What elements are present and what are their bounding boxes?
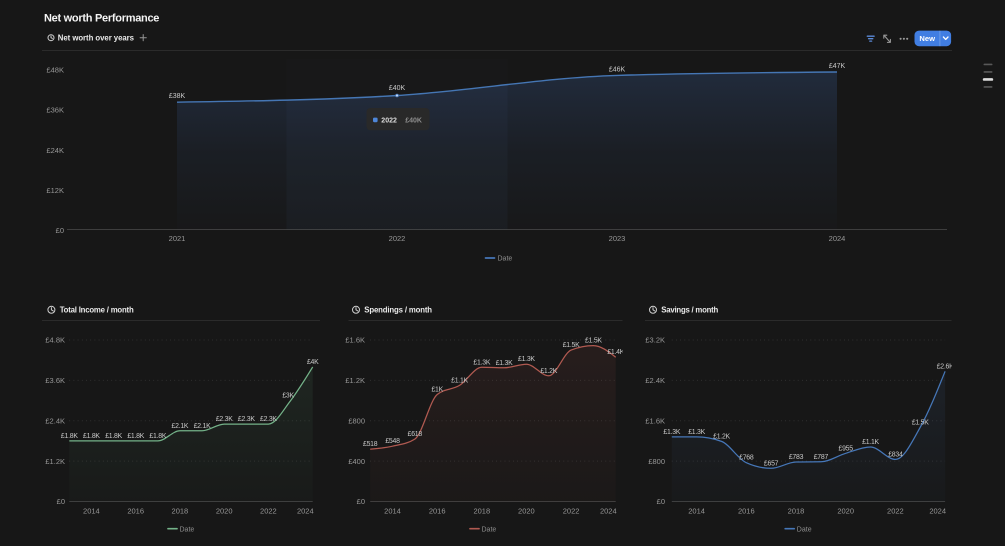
svg-text:£1.1K: £1.1K — [451, 377, 468, 384]
svg-text:2022: 2022 — [563, 506, 580, 515]
svg-text:£40K: £40K — [405, 117, 422, 124]
svg-text:£2.6K: £2.6K — [937, 363, 954, 370]
svg-text:£1.6K: £1.6K — [645, 416, 665, 425]
svg-text:£1.4K: £1.4K — [607, 349, 624, 356]
svg-text:Date: Date — [498, 256, 513, 263]
svg-text:2014: 2014 — [384, 506, 401, 515]
svg-text:£48K: £48K — [46, 65, 64, 74]
svg-text:£1.8K: £1.8K — [127, 433, 144, 440]
svg-text:2022: 2022 — [887, 506, 904, 515]
svg-text:£40K: £40K — [389, 85, 406, 92]
svg-text:£783: £783 — [789, 454, 804, 461]
svg-text:£618: £618 — [408, 431, 423, 438]
svg-text:£4K: £4K — [307, 359, 319, 366]
svg-text:Date: Date — [482, 526, 497, 533]
svg-text:£2.1K: £2.1K — [172, 423, 189, 430]
svg-text:£768: £768 — [739, 455, 754, 462]
svg-text:£1.6K: £1.6K — [345, 336, 365, 345]
svg-text:2016: 2016 — [429, 506, 446, 515]
svg-text:£0: £0 — [56, 226, 64, 235]
svg-text:2022: 2022 — [260, 506, 277, 515]
svg-text:2018: 2018 — [172, 506, 189, 515]
svg-text:2024: 2024 — [297, 506, 314, 515]
svg-text:£2.1K: £2.1K — [194, 423, 211, 430]
svg-text:£1.2K: £1.2K — [45, 457, 65, 466]
svg-text:£2.4K: £2.4K — [645, 376, 665, 385]
svg-text:£0: £0 — [57, 497, 65, 506]
svg-text:New: New — [919, 34, 935, 43]
svg-text:£548: £548 — [385, 438, 400, 445]
svg-text:£1.8K: £1.8K — [61, 433, 78, 440]
svg-text:2018: 2018 — [473, 506, 490, 515]
svg-text:2020: 2020 — [518, 506, 535, 515]
svg-text:2020: 2020 — [837, 506, 854, 515]
svg-text:2022: 2022 — [389, 234, 406, 243]
svg-text:£1.2K: £1.2K — [540, 368, 557, 375]
svg-text:2014: 2014 — [688, 506, 705, 515]
svg-text:£4.8K: £4.8K — [45, 336, 65, 345]
svg-text:£2.4K: £2.4K — [45, 416, 65, 425]
svg-text:£2.3K: £2.3K — [260, 416, 277, 423]
svg-text:2021: 2021 — [169, 234, 186, 243]
svg-text:2023: 2023 — [609, 234, 626, 243]
svg-text:Date: Date — [180, 526, 195, 533]
svg-text:2024: 2024 — [600, 506, 617, 515]
svg-text:£1.8K: £1.8K — [149, 433, 166, 440]
svg-text:2016: 2016 — [738, 506, 755, 515]
svg-text:£0: £0 — [657, 497, 665, 506]
svg-text:£2.3K: £2.3K — [238, 416, 255, 423]
svg-text:£24K: £24K — [46, 146, 64, 155]
svg-text:£1.3K: £1.3K — [473, 359, 490, 366]
svg-text:2020: 2020 — [216, 506, 233, 515]
svg-text:£1.5K: £1.5K — [585, 338, 602, 345]
svg-text:£834: £834 — [888, 451, 903, 458]
svg-text:£955: £955 — [839, 445, 854, 452]
svg-text:£1.5K: £1.5K — [912, 419, 929, 426]
svg-text:£1K: £1K — [431, 387, 443, 394]
svg-text:£1.8K: £1.8K — [83, 433, 100, 440]
svg-text:£1.5K: £1.5K — [563, 342, 580, 349]
svg-text:£657: £657 — [764, 460, 779, 467]
svg-text:£1.3K: £1.3K — [688, 429, 705, 436]
svg-text:Date: Date — [797, 526, 812, 533]
svg-text:£800: £800 — [648, 457, 665, 466]
svg-text:£518: £518 — [363, 441, 378, 448]
svg-text:£1.3K: £1.3K — [496, 360, 513, 367]
svg-text:£400: £400 — [348, 457, 365, 466]
svg-text:Net worth Performance: Net worth Performance — [44, 13, 159, 25]
svg-text:£1.8K: £1.8K — [105, 433, 122, 440]
svg-text:2014: 2014 — [83, 506, 100, 515]
svg-text:£1.1K: £1.1K — [862, 439, 879, 446]
svg-text:£36K: £36K — [46, 106, 64, 115]
svg-text:2024: 2024 — [929, 506, 946, 515]
svg-text:£3.6K: £3.6K — [45, 376, 65, 385]
svg-text:2016: 2016 — [127, 506, 144, 515]
svg-text:£0: £0 — [357, 497, 365, 506]
svg-text:Total Income / month: Total Income / month — [60, 305, 134, 314]
svg-text:£800: £800 — [348, 416, 365, 425]
svg-text:£3K: £3K — [282, 393, 294, 400]
svg-text:2024: 2024 — [829, 234, 846, 243]
svg-text:£1.3K: £1.3K — [663, 429, 680, 436]
svg-text:£1.2K: £1.2K — [345, 376, 365, 385]
svg-text:£46K: £46K — [609, 66, 626, 73]
svg-text:£787: £787 — [814, 454, 829, 461]
svg-text:2022: 2022 — [381, 117, 397, 124]
svg-text:£1.3K: £1.3K — [518, 356, 535, 363]
svg-text:2018: 2018 — [788, 506, 805, 515]
svg-text:£47K: £47K — [829, 63, 846, 70]
svg-text:£38K: £38K — [169, 93, 186, 100]
svg-text:Spendings / month: Spendings / month — [364, 305, 432, 314]
svg-text:£3.2K: £3.2K — [645, 336, 665, 345]
svg-text:£2.3K: £2.3K — [216, 416, 233, 423]
svg-text:Net worth over years: Net worth over years — [58, 33, 135, 42]
svg-text:£12K: £12K — [46, 186, 64, 195]
svg-text:£1.2K: £1.2K — [713, 433, 730, 440]
svg-text:Savings / month: Savings / month — [661, 305, 718, 314]
